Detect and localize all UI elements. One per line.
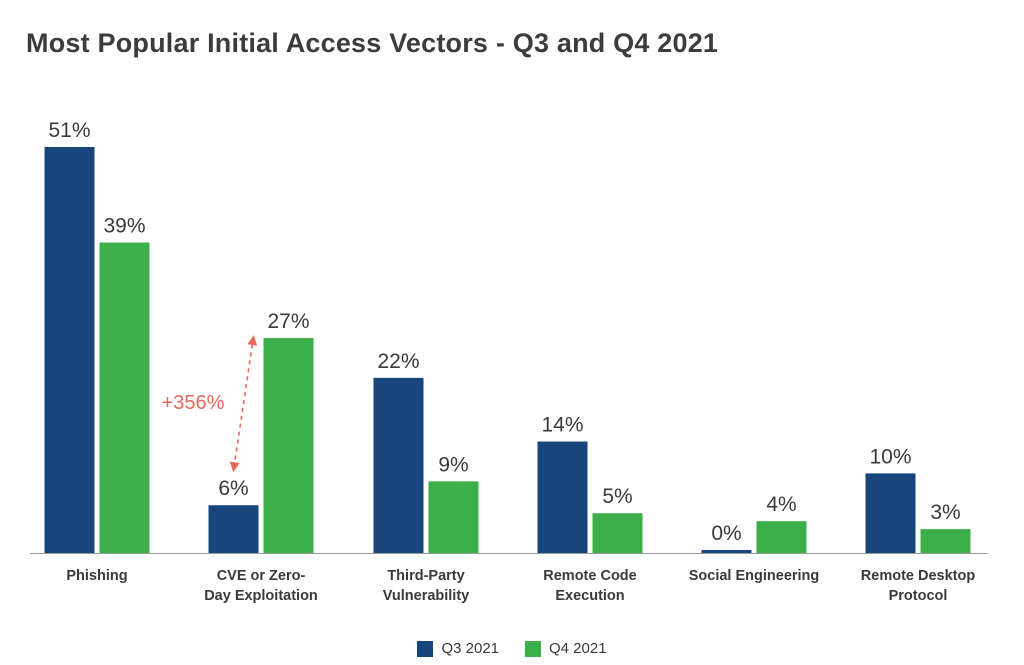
category-label-line: Remote Code <box>543 568 636 584</box>
annotation-layer: +356% <box>162 335 258 473</box>
legend-swatch-q3-2021 <box>417 640 434 657</box>
bar-q4-2021-1 <box>263 338 314 553</box>
data-label-q4-2021-5: 3% <box>930 501 960 524</box>
annotation-arrow <box>229 335 258 473</box>
category-label-4: Social Engineering <box>689 568 820 584</box>
chart-title: Most Popular Initial Access Vectors - Q3… <box>26 28 719 58</box>
category-label-line: CVE or Zero- <box>217 568 306 584</box>
bar-q4-2021-2 <box>428 481 479 553</box>
category-label-0: Phishing <box>66 568 127 584</box>
legend-item-q3-2021: Q3 2021 <box>417 640 499 657</box>
category-label-line: Social Engineering <box>689 568 820 584</box>
data-label-q3-2021-0: 51% <box>48 119 90 142</box>
category-label-3: Remote Code Execution <box>543 568 636 604</box>
legend-item-q4-2021: Q4 2021 <box>525 640 607 657</box>
bar-q4-2021-4 <box>756 521 807 553</box>
data-label-q4-2021-4: 4% <box>766 493 796 516</box>
bar-q4-2021-3 <box>592 513 643 553</box>
legend-label-q4-2021: Q4 2021 <box>549 640 607 657</box>
category-label-2: Third-Party Vulnerability <box>383 568 469 604</box>
data-label-q4-2021-2: 9% <box>438 453 468 476</box>
category-label-line: Third-Party <box>387 568 464 584</box>
bar-q3-2021-5 <box>865 473 916 553</box>
legend-swatch-q4-2021 <box>525 640 541 657</box>
bar-q3-2021-2 <box>373 377 424 553</box>
bar-q3-2021-4 <box>701 550 752 553</box>
legend-label-q3-2021: Q3 2021 <box>441 640 499 657</box>
category-label-line: Protocol <box>889 588 948 604</box>
data-label-q3-2021-2: 22% <box>377 350 419 373</box>
data-label-q4-2021-1: 27% <box>267 310 309 333</box>
category-label-line: Day Exploitation <box>204 588 318 604</box>
category-label-1: CVE or Zero- Day Exploitation <box>204 568 318 604</box>
bar-q3-2021-1 <box>208 505 259 553</box>
labels-layer: 51% 6% 22% 14% 0% 10% 39% 27% 9% 5% 4% 3% Phishing CV… <box>48 119 975 604</box>
data-label-q3-2021-1: 6% <box>218 477 248 500</box>
bar-q4-2021-0 <box>99 242 150 553</box>
bar-q3-2021-0 <box>44 147 95 553</box>
bars-layer <box>30 147 988 554</box>
annotation-label: +356% <box>162 392 225 414</box>
category-label-line: Vulnerability <box>383 588 469 604</box>
data-label-q4-2021-0: 39% <box>103 215 145 238</box>
category-label-line: Execution <box>555 588 624 604</box>
bar-q3-2021-3 <box>537 441 588 553</box>
bar-q4-2021-5 <box>920 529 971 553</box>
legend: Q3 2021 Q4 2021 <box>0 640 1024 657</box>
category-label-line: Remote Desktop <box>861 568 976 584</box>
data-label-q4-2021-3: 5% <box>602 485 632 508</box>
data-label-q3-2021-5: 10% <box>869 445 911 468</box>
category-label-line: Phishing <box>66 568 127 584</box>
category-label-5: Remote Desktop Protocol <box>861 568 976 604</box>
data-label-q3-2021-4: 0% <box>711 522 741 545</box>
data-label-q3-2021-3: 14% <box>541 414 583 437</box>
